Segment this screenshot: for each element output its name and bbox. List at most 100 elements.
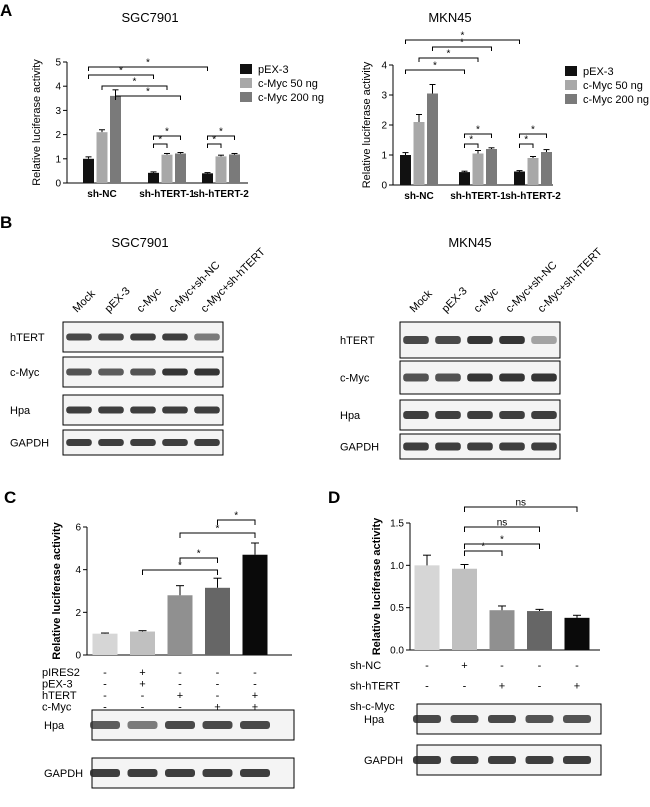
- bar: [130, 631, 155, 655]
- blot-band: [450, 715, 479, 723]
- legend-entry: c-Myc 200 ng: [258, 92, 324, 104]
- legend-entry: c-Myc 50 ng: [258, 78, 318, 90]
- blot-band: [563, 756, 591, 764]
- legend-entry: pEX-3: [258, 64, 289, 76]
- significance-bracket-label: *: [216, 524, 220, 535]
- significance-bracket: [115, 95, 181, 100]
- legend-swatch: [565, 66, 577, 76]
- significance-bracket-label: *: [119, 66, 123, 77]
- blot-band: [162, 439, 188, 446]
- significance-bracket-label: *: [133, 77, 137, 88]
- panel-letter-c: C: [4, 488, 16, 507]
- blot-band: [130, 368, 156, 376]
- x-tick-label: sh-hTERT-1: [139, 189, 195, 200]
- blot-band: [202, 769, 233, 777]
- lane-label: Mock: [71, 288, 98, 315]
- significance-bracket: [207, 135, 235, 140]
- bar: [527, 158, 539, 185]
- blot-d: Hpa GAPDH: [364, 703, 602, 776]
- y-axis-label: Relative luciferase activity: [51, 521, 63, 659]
- blot-band: [127, 769, 158, 777]
- blot-band: [403, 411, 429, 419]
- bar: [541, 152, 552, 185]
- lane-label: Mock: [408, 288, 435, 315]
- y-tick-label: 4: [75, 565, 81, 576]
- significance-bracket-label: *: [165, 127, 169, 138]
- significance-bracket-label: *: [500, 535, 504, 546]
- blot-band: [488, 715, 516, 723]
- bar: [400, 155, 411, 185]
- lane-label: pEX-3: [440, 285, 470, 315]
- condition-label: sh-c-Myc: [350, 701, 395, 713]
- chart-a-mkn45: MKN45 0 1 2 3 4 Relative luciferase activity sh…: [361, 10, 649, 202]
- blot-band: [130, 439, 156, 446]
- bar: [202, 173, 213, 183]
- bar: [472, 153, 484, 185]
- condition-sign: +: [177, 690, 183, 702]
- condition-sign: -: [538, 660, 542, 672]
- significance-bracket-label: *: [146, 87, 150, 98]
- blot-band: [162, 333, 188, 341]
- bar: [489, 610, 515, 650]
- condition-sign: -: [216, 690, 220, 702]
- condition-sign: +: [214, 702, 220, 714]
- blot-band: [162, 406, 188, 414]
- blot-band: [165, 721, 195, 729]
- blot-row-label: GAPDH: [340, 442, 379, 454]
- significance-bracket: [464, 543, 540, 549]
- condition-sign: -: [425, 681, 429, 693]
- blot-band: [240, 721, 270, 729]
- blot-row-label: Hpa: [340, 410, 361, 422]
- blot-band: [488, 756, 516, 764]
- blot-band: [499, 442, 525, 451]
- condition-sign: +: [252, 690, 258, 702]
- blot-band: [165, 769, 195, 777]
- blot-band: [450, 756, 479, 764]
- y-tick-label: 2: [75, 608, 81, 619]
- significance-bracket: [207, 143, 222, 148]
- bar: [110, 95, 121, 183]
- panel-letter-a: A: [0, 1, 12, 20]
- legend-entry: c-Myc 200 ng: [583, 94, 649, 106]
- condition-label: pIRES2: [42, 667, 80, 679]
- significance-bracket-label: *: [178, 561, 182, 572]
- significance-bracket: [153, 135, 181, 140]
- significance-bracket: [464, 550, 503, 556]
- blot-band: [130, 333, 156, 341]
- condition-sign: -: [178, 702, 182, 714]
- y-tick-label: 2: [381, 121, 387, 132]
- condition-sign: -: [103, 702, 107, 714]
- blot-band: [467, 336, 493, 344]
- significance-bracket-label: *: [197, 549, 201, 560]
- condition-sign: +: [499, 681, 505, 693]
- significance-bracket: [432, 46, 492, 51]
- significance-bracket-label: *: [531, 125, 535, 136]
- blot-band: [66, 333, 92, 341]
- blot-title: MKN45: [448, 235, 491, 250]
- condition-label: hTERT: [42, 690, 77, 702]
- bar: [527, 611, 552, 650]
- panel-letter-b: B: [0, 213, 12, 232]
- bar: [452, 568, 477, 650]
- blot-band: [98, 333, 124, 341]
- significance-bracket-label: *: [234, 511, 238, 522]
- significance-bracket-label: *: [524, 135, 528, 146]
- legend-swatch: [565, 80, 577, 90]
- blot-band: [240, 769, 270, 777]
- significance-bracket: [405, 39, 520, 44]
- chart-c: 0 2 4 6 Relative luciferase activity * * * *: [51, 511, 292, 662]
- condition-sign: -: [103, 690, 107, 702]
- blot-band: [563, 715, 591, 723]
- condition-sign: -: [538, 681, 542, 693]
- blot-row-label: GAPDH: [364, 755, 403, 767]
- significance-bracket-label: *: [219, 127, 223, 138]
- blot-band: [127, 721, 158, 729]
- x-tick-label: sh-NC: [87, 189, 116, 200]
- y-tick-label: 0: [381, 181, 387, 192]
- significance-bracket-label: *: [461, 31, 465, 42]
- blot-band: [525, 756, 554, 764]
- chart-title: SGC7901: [121, 10, 178, 25]
- blot-band: [130, 406, 156, 414]
- blot-band: [499, 336, 525, 344]
